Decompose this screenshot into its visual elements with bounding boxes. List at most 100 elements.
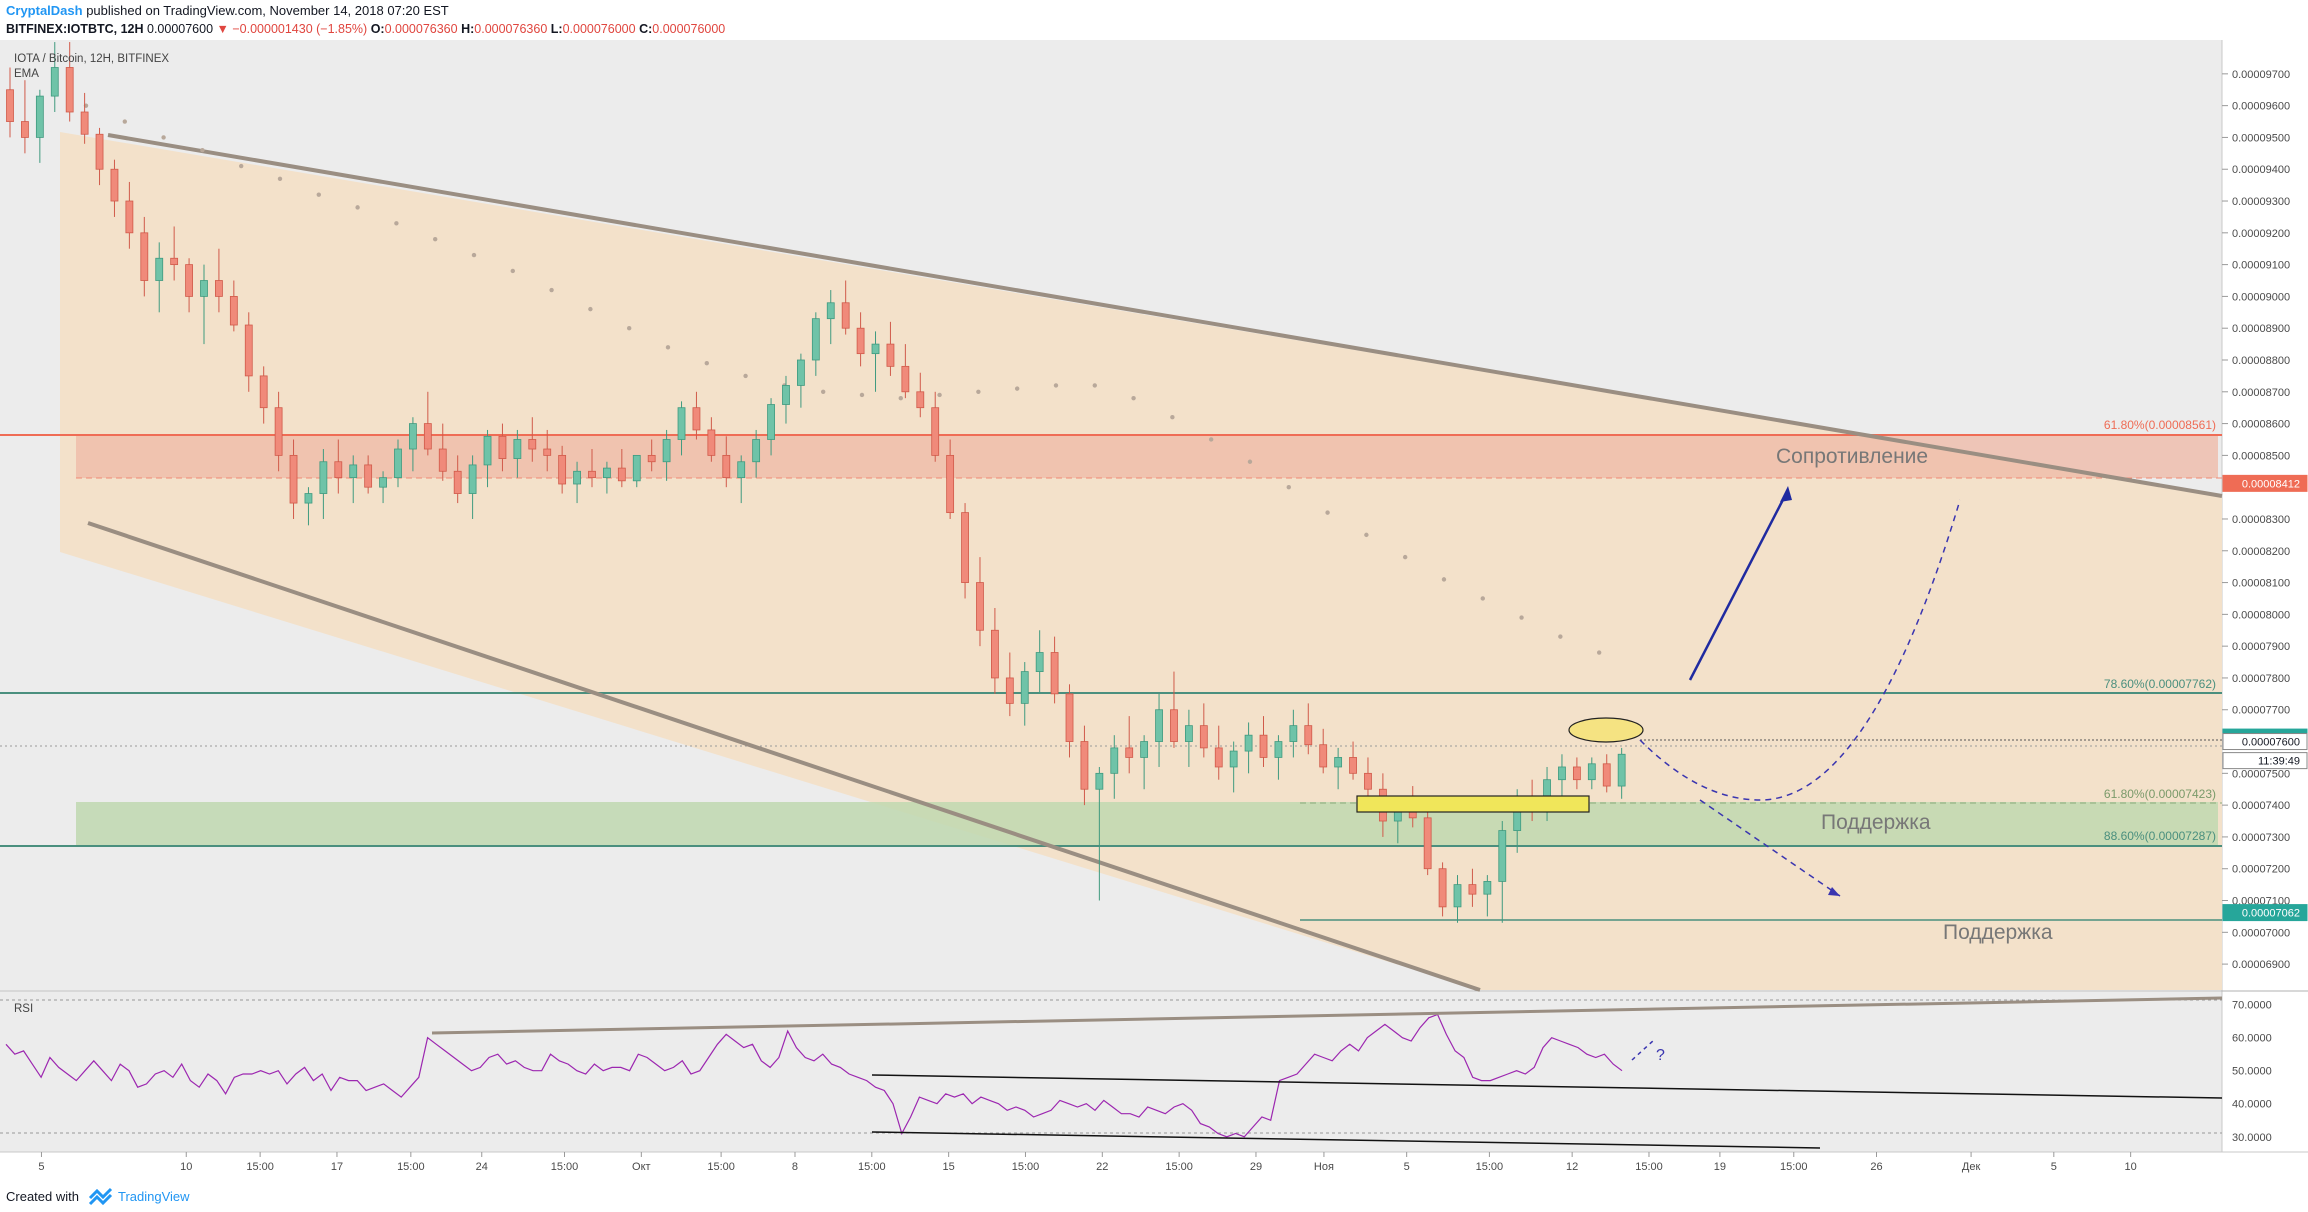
- candle-up[interactable]: [379, 477, 387, 488]
- candle-up[interactable]: [767, 404, 775, 440]
- chart-canvas[interactable]: Сопротивление Поддержка Поддержка 61.80%…: [0, 40, 2308, 1180]
- candle-down[interactable]: [588, 470, 596, 479]
- candle-up[interactable]: [871, 343, 880, 355]
- candle-up[interactable]: [752, 439, 761, 463]
- candle-down[interactable]: [617, 467, 626, 482]
- candle-up[interactable]: [1110, 747, 1119, 774]
- candle-up[interactable]: [1558, 766, 1566, 781]
- candle-up[interactable]: [662, 439, 671, 463]
- candle-down[interactable]: [916, 391, 925, 409]
- candle-up[interactable]: [513, 439, 522, 459]
- tradingview-link[interactable]: TradingView: [118, 1189, 190, 1204]
- support-highlight-box[interactable]: [1356, 795, 1590, 813]
- candle-down[interactable]: [991, 629, 999, 679]
- wedge-lower-line[interactable]: [87, 521, 1481, 992]
- candle-down[interactable]: [289, 454, 298, 504]
- candle-up[interactable]: [1095, 772, 1104, 790]
- candle-down[interactable]: [946, 454, 955, 514]
- candle-down[interactable]: [1349, 757, 1357, 774]
- candle-up[interactable]: [394, 448, 402, 479]
- candle-up[interactable]: [468, 464, 477, 494]
- candle-down[interactable]: [453, 470, 462, 494]
- candle-down[interactable]: [1080, 741, 1089, 790]
- candle-up[interactable]: [1020, 671, 1029, 704]
- candle-down[interactable]: [931, 407, 940, 456]
- candle-up[interactable]: [737, 461, 746, 479]
- candle-up[interactable]: [811, 318, 820, 361]
- candle-down[interactable]: [110, 168, 119, 202]
- candle-up[interactable]: [797, 359, 805, 386]
- candle-down[interactable]: [21, 121, 29, 138]
- rsi-resistance-trendline[interactable]: [431, 996, 2223, 1035]
- author-link[interactable]: CryptalDash: [6, 3, 83, 18]
- candle-up[interactable]: [1229, 750, 1238, 768]
- candle-down[interactable]: [274, 407, 283, 456]
- candle-up[interactable]: [573, 470, 581, 485]
- candle-down[interactable]: [901, 365, 910, 393]
- candle-up[interactable]: [1035, 652, 1044, 672]
- candle-down[interactable]: [6, 89, 14, 122]
- rsi-trendline-lower[interactable]: [871, 1131, 1821, 1149]
- candle-down[interactable]: [558, 454, 567, 485]
- candle-down[interactable]: [692, 407, 701, 431]
- candle-down[interactable]: [170, 257, 179, 266]
- candle-up[interactable]: [304, 493, 313, 504]
- tradingview-logo-icon[interactable]: [88, 1186, 114, 1208]
- candle-up[interactable]: [826, 302, 835, 320]
- candle-down[interactable]: [856, 327, 865, 355]
- candle-down[interactable]: [1199, 725, 1208, 749]
- candle-down[interactable]: [1065, 693, 1074, 742]
- candle-down[interactable]: [1572, 766, 1581, 781]
- price-axis-bg[interactable]: [2222, 40, 2308, 1180]
- candle-up[interactable]: [35, 95, 44, 138]
- candle-down[interactable]: [1602, 763, 1611, 787]
- candle-up[interactable]: [349, 464, 358, 479]
- candle-down[interactable]: [1319, 744, 1328, 768]
- candle-up[interactable]: [603, 467, 611, 479]
- candle-down[interactable]: [259, 375, 268, 409]
- candle-up[interactable]: [1184, 725, 1193, 742]
- price-highlight-ellipse[interactable]: [1568, 717, 1644, 743]
- candle-down[interactable]: [1005, 677, 1014, 704]
- candle-down[interactable]: [647, 454, 656, 463]
- candle-down[interactable]: [80, 111, 89, 135]
- candle-down[interactable]: [1364, 772, 1372, 790]
- candle-down[interactable]: [244, 324, 253, 377]
- candle-down[interactable]: [961, 512, 969, 583]
- candle-down[interactable]: [423, 423, 432, 450]
- wedge-upper-line[interactable]: [107, 133, 2223, 498]
- candle-up[interactable]: [1140, 741, 1149, 758]
- candle-down[interactable]: [498, 435, 507, 459]
- candle-down[interactable]: [65, 67, 74, 113]
- candle-up[interactable]: [50, 67, 59, 97]
- candle-down[interactable]: [1438, 868, 1447, 908]
- candle-down[interactable]: [229, 296, 238, 326]
- candle-up[interactable]: [677, 407, 686, 440]
- candle-up[interactable]: [1617, 753, 1626, 787]
- rsi-pane-bg[interactable]: [0, 992, 2222, 1152]
- candle-up[interactable]: [1155, 709, 1163, 742]
- candle-down[interactable]: [1468, 884, 1477, 895]
- candle-down[interactable]: [543, 448, 552, 456]
- candle-down[interactable]: [95, 133, 104, 170]
- candle-down[interactable]: [1214, 747, 1223, 768]
- candle-down[interactable]: [125, 200, 134, 234]
- candle-up[interactable]: [1289, 725, 1298, 742]
- projection-curve[interactable]: [1639, 499, 1961, 801]
- candle-down[interactable]: [1259, 734, 1268, 758]
- candle-down[interactable]: [1170, 709, 1178, 742]
- candle-down[interactable]: [707, 429, 716, 456]
- candle-down[interactable]: [185, 264, 193, 297]
- candle-down[interactable]: [334, 461, 343, 479]
- candle-down[interactable]: [1423, 817, 1432, 870]
- candle-up[interactable]: [1244, 734, 1253, 752]
- candle-up[interactable]: [200, 280, 208, 297]
- candle-up[interactable]: [1498, 830, 1507, 882]
- candle-down[interactable]: [1304, 725, 1313, 746]
- candle-down[interactable]: [215, 280, 223, 297]
- time-axis-bg[interactable]: [0, 1152, 2222, 1180]
- candle-down[interactable]: [1050, 652, 1059, 695]
- candle-down[interactable]: [438, 448, 447, 472]
- candle-up[interactable]: [409, 423, 417, 450]
- candle-up[interactable]: [782, 385, 790, 405]
